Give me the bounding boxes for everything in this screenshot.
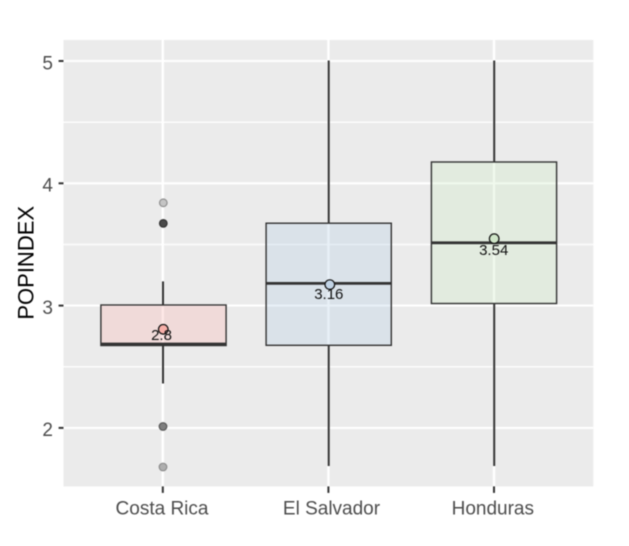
svg-text:Costa Rica: Costa Rica	[116, 499, 209, 520]
svg-text:POPINDEX: POPINDEX	[14, 206, 39, 320]
svg-text:El Salvador: El Salvador	[283, 499, 381, 520]
svg-text:3.54: 3.54	[479, 242, 508, 259]
svg-text:Honduras: Honduras	[452, 499, 534, 520]
svg-text:2: 2	[42, 420, 53, 441]
svg-text:3: 3	[42, 298, 53, 319]
svg-text:2.8: 2.8	[151, 327, 172, 344]
svg-text:5: 5	[42, 53, 53, 74]
svg-text:4: 4	[42, 176, 53, 197]
svg-text:3.16: 3.16	[314, 286, 343, 303]
